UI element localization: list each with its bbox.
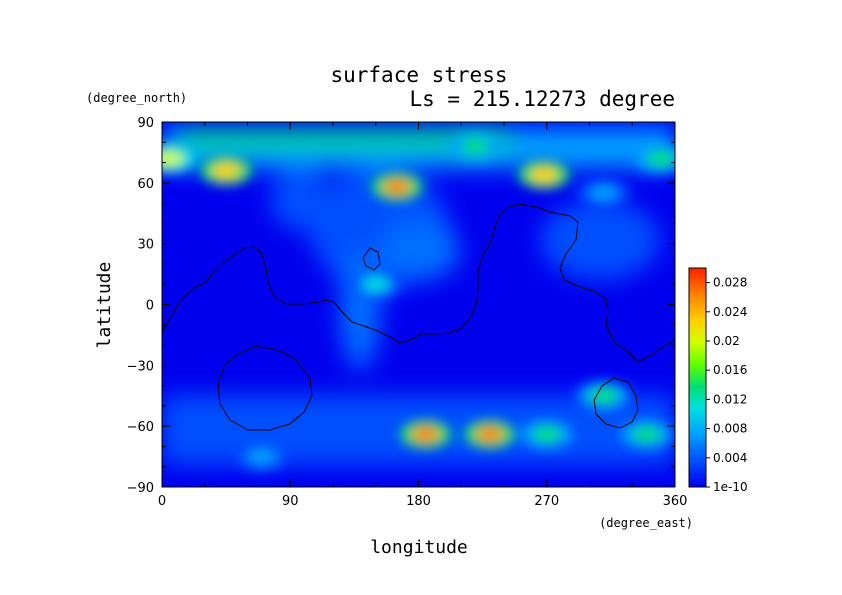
colorbar-label: 1e-10 [713,480,748,494]
hotspot-13 [589,184,618,201]
x-units-label: (degree_east) [599,516,693,530]
colorbar-label: 0.004 [713,451,747,465]
hotspot-0 [162,150,184,167]
contour-tharsis-boundary [162,203,675,363]
hotspot-2 [383,178,412,195]
x-tick-label: 90 [282,494,299,509]
y-axis: 90 60 30 0 −30 −60 −90 [127,116,675,496]
heatmap-field [162,122,675,487]
hotspot-6 [361,276,390,293]
hotspot-9 [532,426,561,443]
hotspot-1 [212,162,241,179]
chart-title: surface stress [330,63,507,87]
colorbar-label: 0.024 [713,305,747,319]
x-axis: 0 90 180 270 360 [158,122,688,509]
colorbar-label: 0.028 [713,276,747,290]
contour-argyre [593,377,639,429]
y-tick-label: 60 [137,177,154,192]
contour-hellas [217,345,313,431]
y-axis-label: latitude [94,262,115,349]
chart-subtitle: Ls = 215.12273 degree [409,87,675,111]
y-tick-label: −90 [127,481,154,496]
y-tick-label: 90 [137,116,154,131]
hotspot-11 [632,426,661,443]
x-tick-label: 270 [534,494,559,509]
y-tick-label: 30 [137,238,154,253]
x-tick-label: 180 [406,494,431,509]
y-tick-label: −30 [127,359,154,374]
topography-contours [162,203,675,431]
colorbar-label: 0.008 [713,422,747,436]
contour-olympus [362,247,381,271]
colorbar-label: 0.02 [713,334,740,348]
y-units-label: (degree_north) [86,91,187,105]
hotspot-12 [247,448,276,465]
colorbar-label: 0.012 [713,392,747,406]
hotspot-5 [646,150,675,167]
hotspot-8 [475,426,504,443]
x-tick-label: 0 [158,494,166,509]
colorbar-label: 0.016 [713,363,747,377]
hotspot-7 [411,426,440,443]
colorbar: 0.028 0.024 0.02 0.016 0.012 0.008 0.004 1e-10 [688,267,748,494]
hotspot-layer [162,132,675,471]
x-axis-label: longitude [370,537,468,558]
hotspot-3 [461,138,490,155]
hotspot-10 [589,387,618,404]
colorbar-gradient [688,267,707,488]
y-tick-label: 0 [146,299,154,314]
hotspot-4 [529,166,558,183]
y-tick-label: −60 [127,420,154,435]
x-tick-label: 360 [663,494,688,509]
